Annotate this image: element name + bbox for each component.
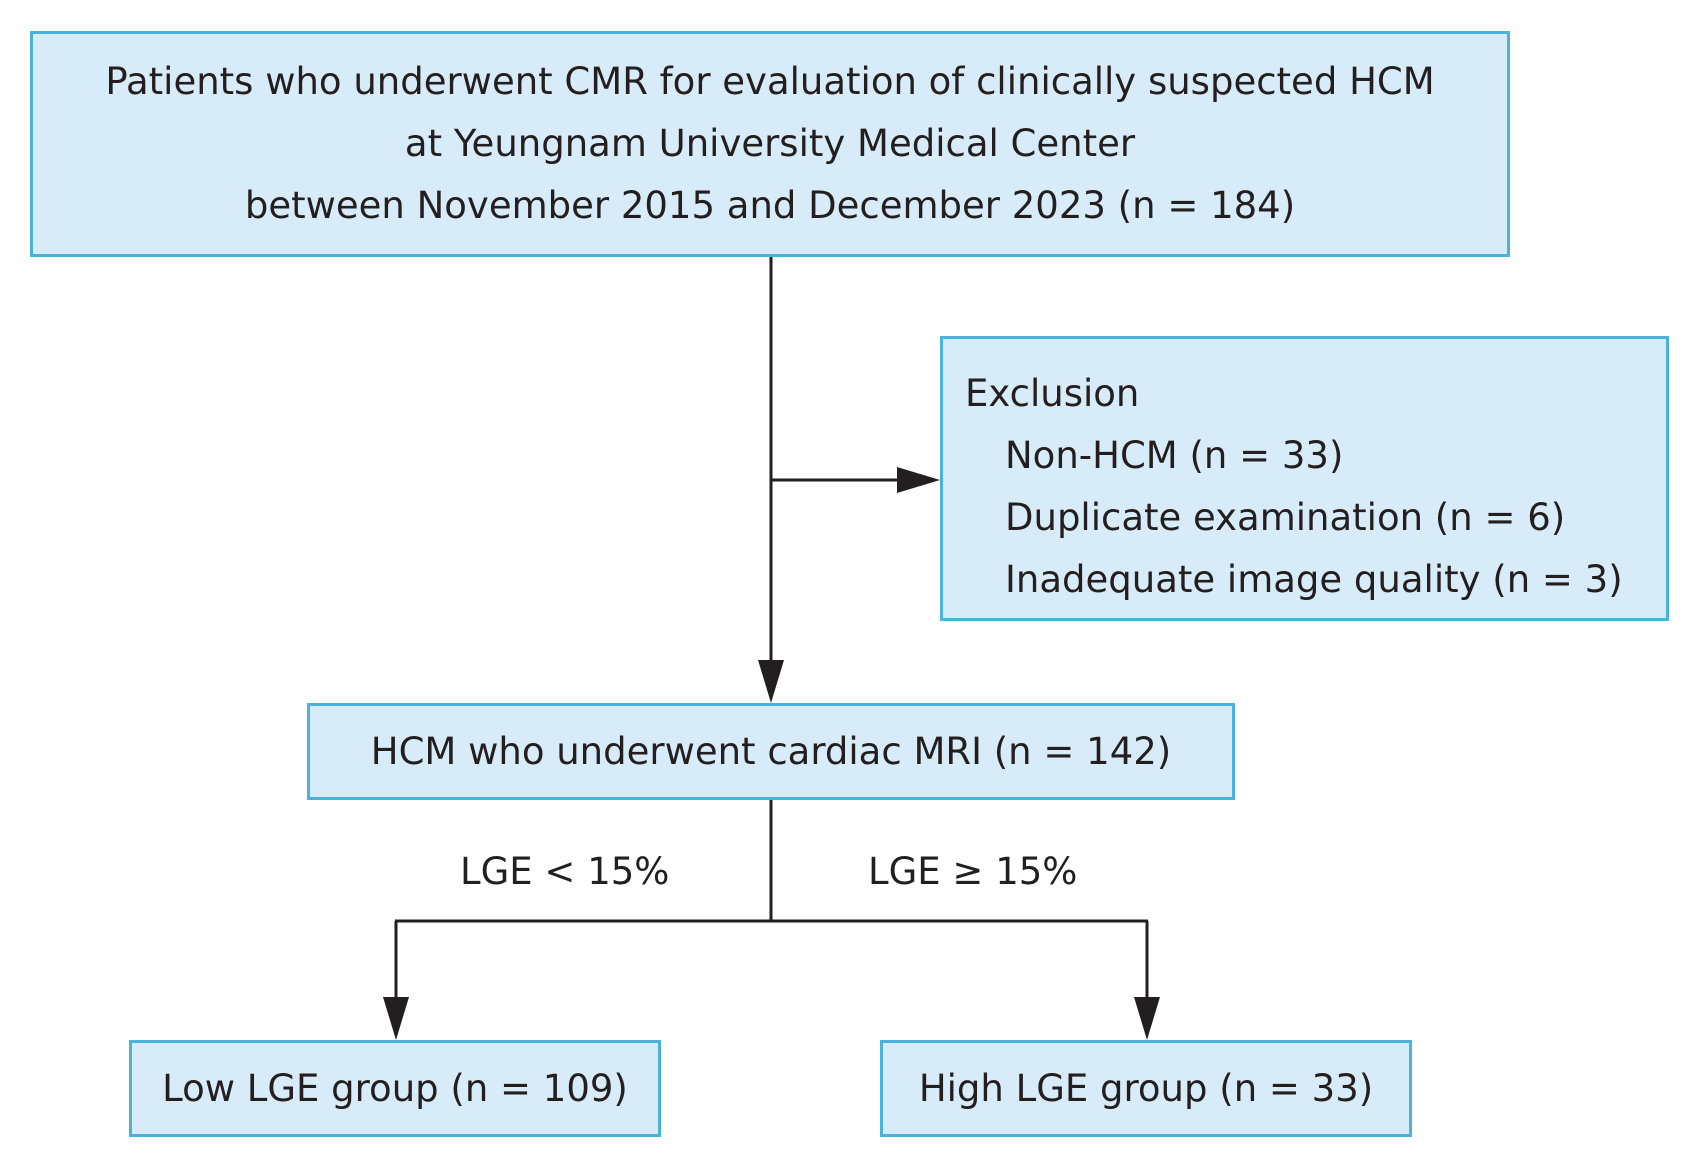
arrow-to-exclusion-box bbox=[897, 467, 940, 493]
exclusion-box: Exclusion Non-HCM (n = 33) Duplicate exa… bbox=[940, 336, 1669, 621]
cohort-line-3: between November 2015 and December 2023 … bbox=[244, 184, 1296, 227]
exclusion-heading: Exclusion bbox=[965, 372, 1140, 415]
cohort-box: Patients who underwent CMR for evaluatio… bbox=[30, 31, 1510, 257]
high-lge-criterion-label: LGE ≥ 15% bbox=[868, 850, 1078, 893]
hcm-mri-box: HCM who underwent cardiac MRI (n = 142) bbox=[307, 703, 1235, 800]
high-lge-group-box: High LGE group (n = 33) bbox=[880, 1040, 1412, 1137]
low-lge-group-label: Low LGE group (n = 109) bbox=[162, 1066, 628, 1110]
high-lge-group-label: High LGE group (n = 33) bbox=[918, 1066, 1374, 1110]
cohort-line-2: at Yeungnam University Medical Center bbox=[404, 122, 1136, 165]
exclusion-item-duplicate: Duplicate examination (n = 6) bbox=[1005, 496, 1566, 539]
low-lge-group-box: Low LGE group (n = 109) bbox=[129, 1040, 661, 1137]
low-lge-criterion-label: LGE < 15% bbox=[460, 850, 670, 893]
hcm-mri-label: HCM who underwent cardiac MRI (n = 142) bbox=[370, 729, 1172, 773]
arrow-to-high-group bbox=[1134, 997, 1160, 1040]
arrow-to-hcm-box bbox=[758, 660, 784, 703]
exclusion-item-image-quality: Inadequate image quality (n = 3) bbox=[1005, 558, 1623, 601]
cohort-line-1: Patients who underwent CMR for evaluatio… bbox=[105, 60, 1435, 103]
exclusion-item-non-hcm: Non-HCM (n = 33) bbox=[1005, 434, 1344, 477]
arrow-to-low-group bbox=[383, 997, 409, 1040]
